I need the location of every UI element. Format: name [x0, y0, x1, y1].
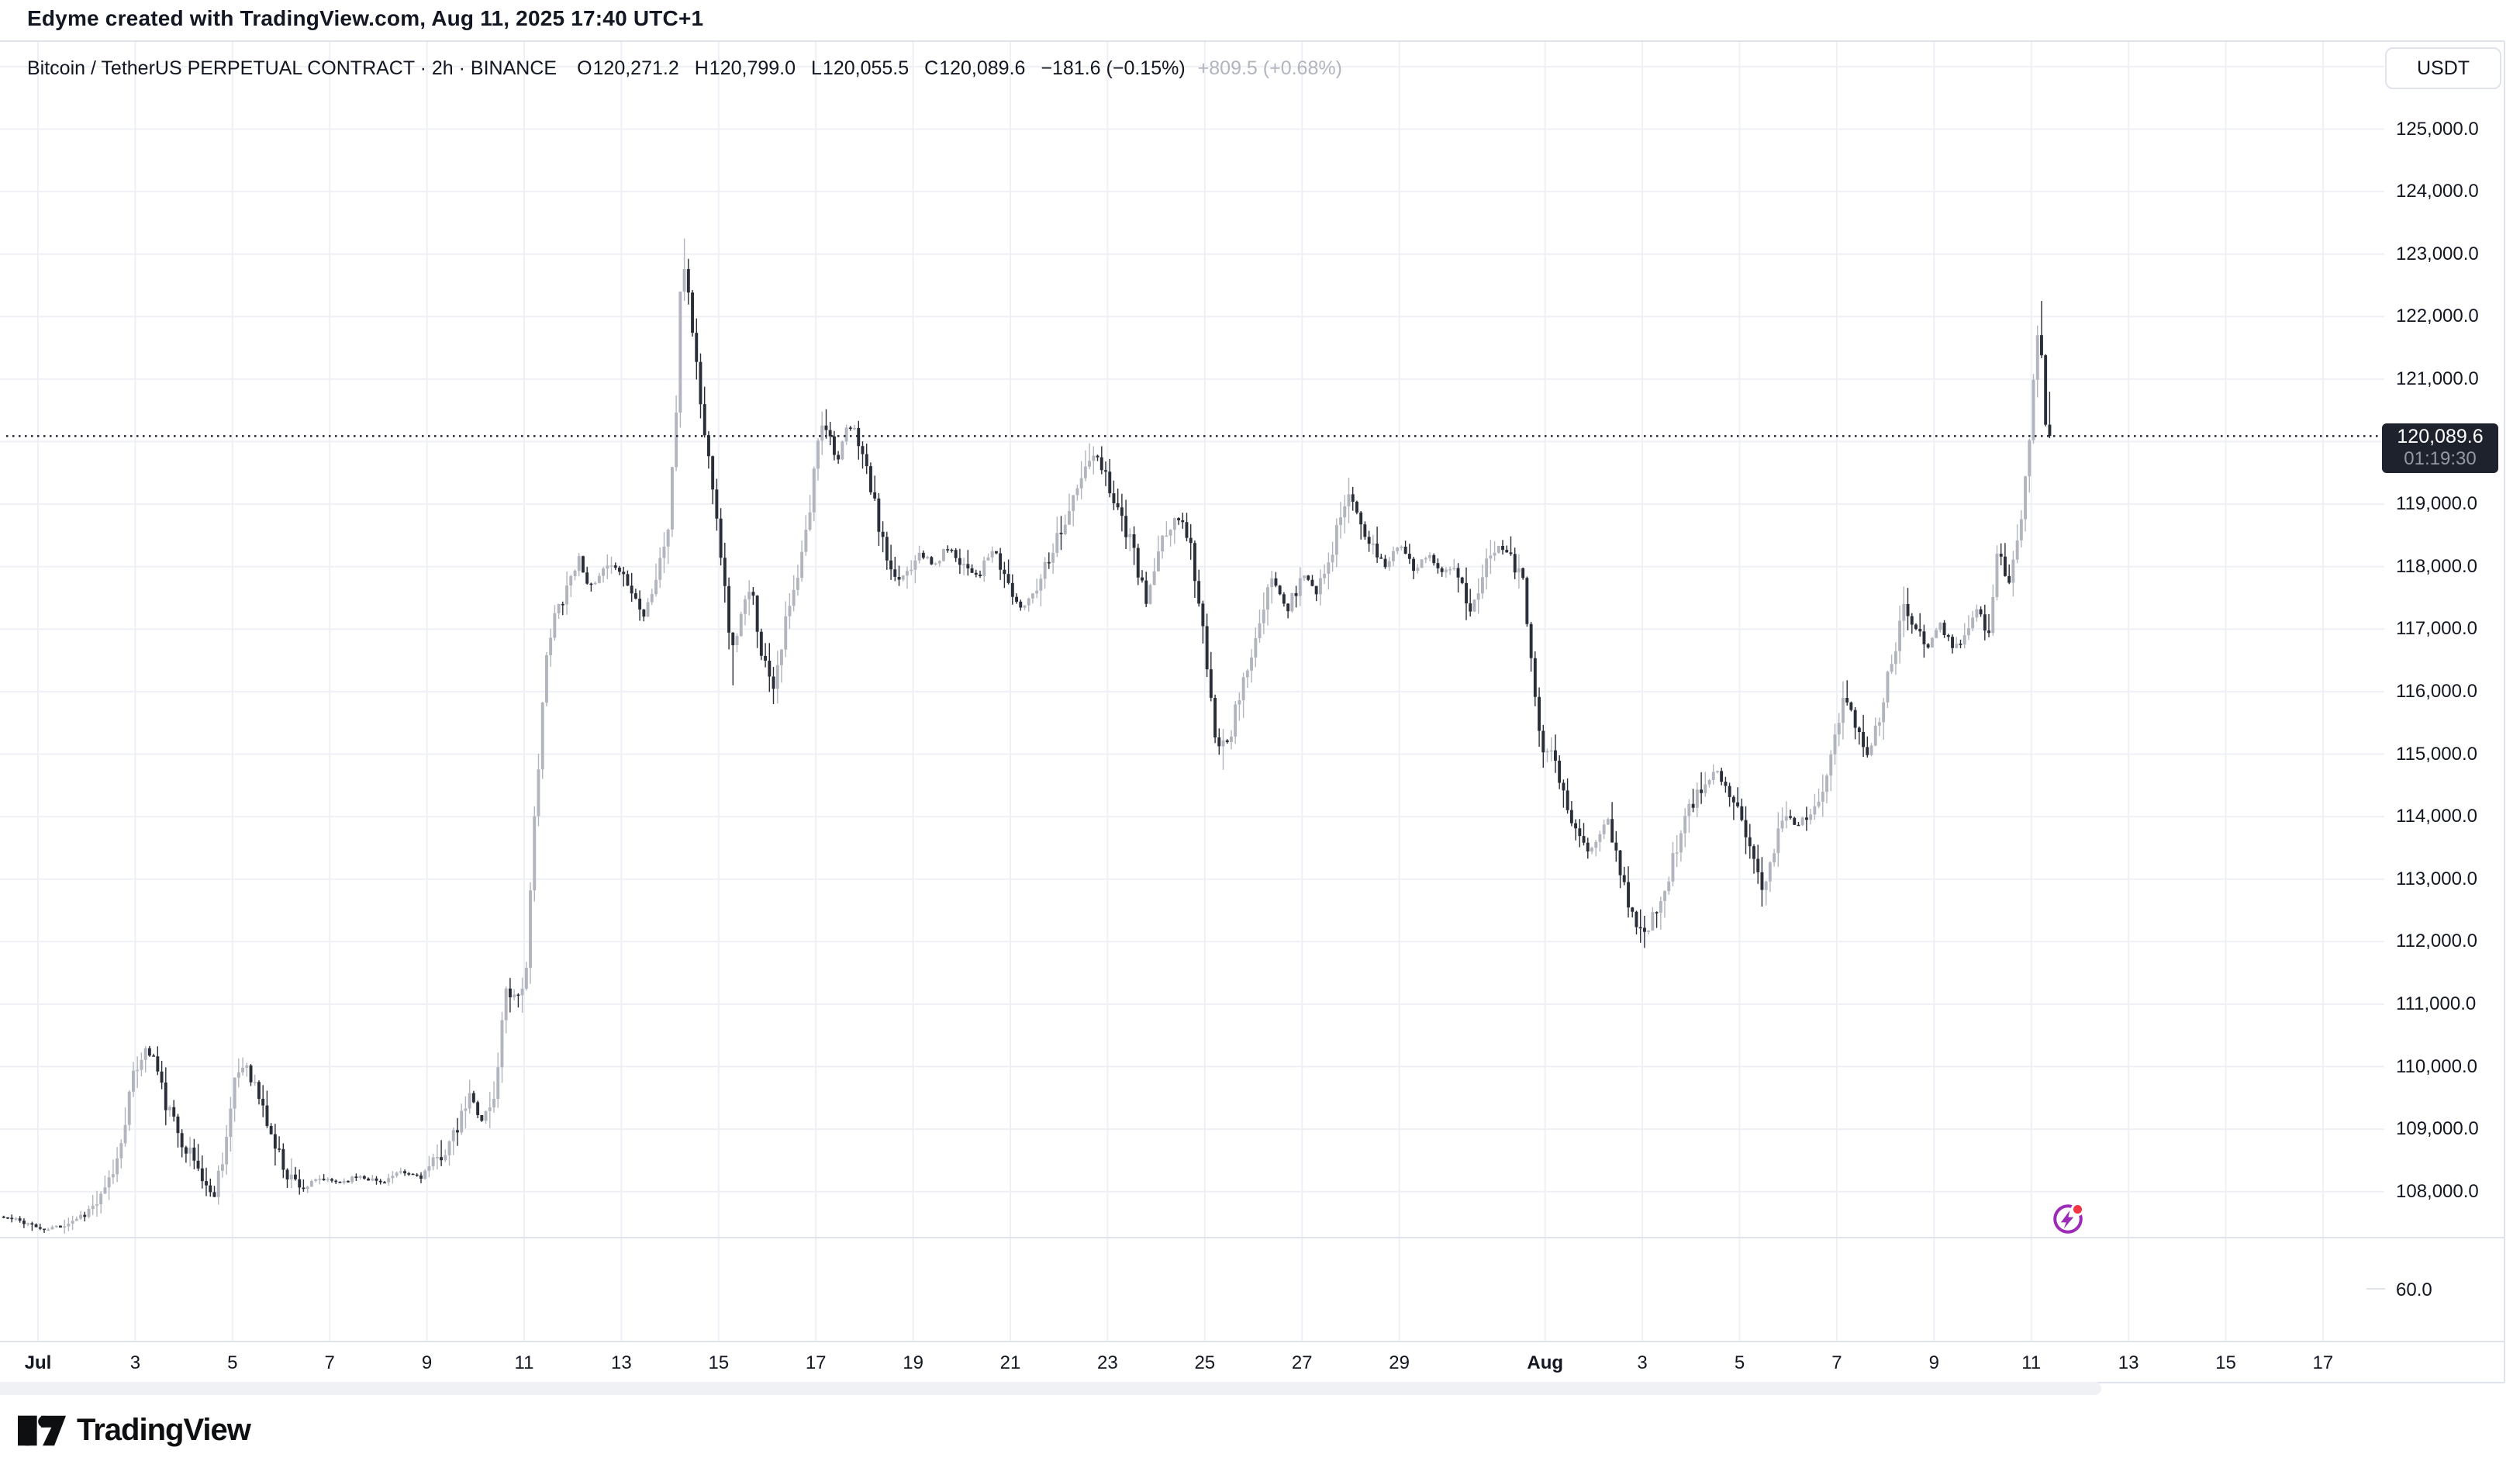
time-tick-label: 13	[2118, 1352, 2139, 1373]
time-tick-label: 9	[421, 1352, 433, 1373]
tradingview-logo-mark	[18, 1415, 66, 1445]
time-tick-label: Jul	[24, 1352, 52, 1373]
chart-credit-text: Edyme created with TradingView.com, Aug …	[27, 6, 704, 30]
ohlc-open: O120,271.2	[577, 57, 679, 79]
ohlc-close: C120,089.6	[924, 57, 1026, 79]
currency-badge[interactable]: USDT	[2385, 47, 2501, 89]
price-tick-label: 110,000.0	[2396, 1055, 2477, 1077]
time-tick-label: 3	[129, 1352, 141, 1373]
price-tick-label: 118,000.0	[2396, 555, 2477, 577]
price-tick-label: 117,000.0	[2396, 618, 2477, 640]
price-tick-label: 125,000.0	[2396, 118, 2479, 140]
time-tick-label: 25	[1194, 1352, 1216, 1373]
time-tick-label: 15	[708, 1352, 730, 1373]
price-tick-label: 122,000.0	[2396, 306, 2479, 327]
grid-lines	[0, 41, 2384, 1342]
price-tick-label: 113,000.0	[2396, 868, 2477, 889]
price-tick-label: 108,000.0	[2396, 1180, 2479, 1202]
price-tick-label: 112,000.0	[2396, 931, 2477, 952]
indicator-axis-value: 60.0	[2396, 1279, 2432, 1300]
time-tick-label: Aug	[1527, 1352, 1564, 1373]
time-tick-label: 5	[1734, 1352, 1745, 1373]
tradingview-logo-text: TradingView	[77, 1413, 251, 1447]
price-tick-label: 121,000.0	[2396, 368, 2479, 389]
time-tick-label: 7	[324, 1352, 335, 1373]
price-tick-label: 124,000.0	[2396, 181, 2479, 202]
time-tick-label: 23	[1097, 1352, 1118, 1373]
time-tick-label: 13	[611, 1352, 632, 1373]
currency-label: USDT	[2416, 57, 2470, 79]
time-tick-label: 9	[1928, 1352, 1939, 1373]
last-price-badge: 120,089.6 01:19:30	[2382, 423, 2498, 474]
price-tick-label: 119,000.0	[2396, 493, 2477, 515]
price-change: −181.6 (−0.15%)	[1041, 57, 1186, 79]
price-axis[interactable]: USDT 125,000.0 124,000.0 123,000.0 122,000.…	[2382, 41, 2504, 1383]
time-tick-label: 17	[805, 1352, 827, 1373]
time-tick-label: 5	[227, 1352, 238, 1373]
price-tick-label: 123,000.0	[2396, 243, 2479, 264]
symbol-description: Bitcoin / TetherUS PERPETUAL CONTRACT · …	[27, 57, 558, 79]
ohlc-low: L120,055.5	[811, 57, 910, 79]
time-tick-label: 29	[1389, 1352, 1410, 1373]
symbol-ohlc-row: Bitcoin / TetherUS PERPETUAL CONTRACT · …	[27, 57, 1355, 80]
price-tick-label: 111,000.0	[2396, 993, 2477, 1014]
time-tick-label: 27	[1291, 1352, 1313, 1373]
price-tick-label: 115,000.0	[2396, 743, 2477, 765]
horizontal-scrollbar[interactable]	[0, 1382, 2101, 1395]
time-tick-label: 19	[903, 1352, 923, 1373]
time-tick-label: 3	[1637, 1352, 1648, 1373]
time-tick-label: 17	[2312, 1352, 2334, 1373]
down-candle-bodies	[2, 269, 2052, 1231]
time-tick-label: 21	[999, 1352, 1021, 1373]
time-tick-label: 11	[2021, 1352, 2042, 1373]
price-tick-label: 116,000.0	[2396, 680, 2477, 702]
time-tick-label: 11	[514, 1352, 534, 1373]
time-axis[interactable]: Jul 3 5 7 9 11 13 15 17 19 21 23 25 27 29 Aug 3 5 7 9 11 13 15…	[0, 1342, 2504, 1383]
down-candle-wicks	[3, 258, 2051, 1233]
time-tick-label: 7	[1831, 1352, 1842, 1373]
price-change-secondary: +809.5 (+0.68%)	[1197, 57, 1342, 79]
up-candle-wicks	[15, 238, 2038, 1234]
last-price-value: 120,089.6	[2397, 426, 2484, 448]
price-tick-label: 114,000.0	[2396, 806, 2477, 827]
up-candle-bodies	[14, 269, 2039, 1231]
price-tick-label: 109,000.0	[2396, 1118, 2479, 1140]
ohlc-high: H120,799.0	[694, 57, 796, 79]
bar-countdown: 01:19:30	[2404, 448, 2477, 470]
tradingview-logo[interactable]: TradingView	[18, 1413, 251, 1448]
sparks-icon[interactable]	[2050, 1201, 2086, 1237]
pane-borders	[0, 40, 2505, 1383]
time-tick-label: 15	[2215, 1352, 2236, 1373]
